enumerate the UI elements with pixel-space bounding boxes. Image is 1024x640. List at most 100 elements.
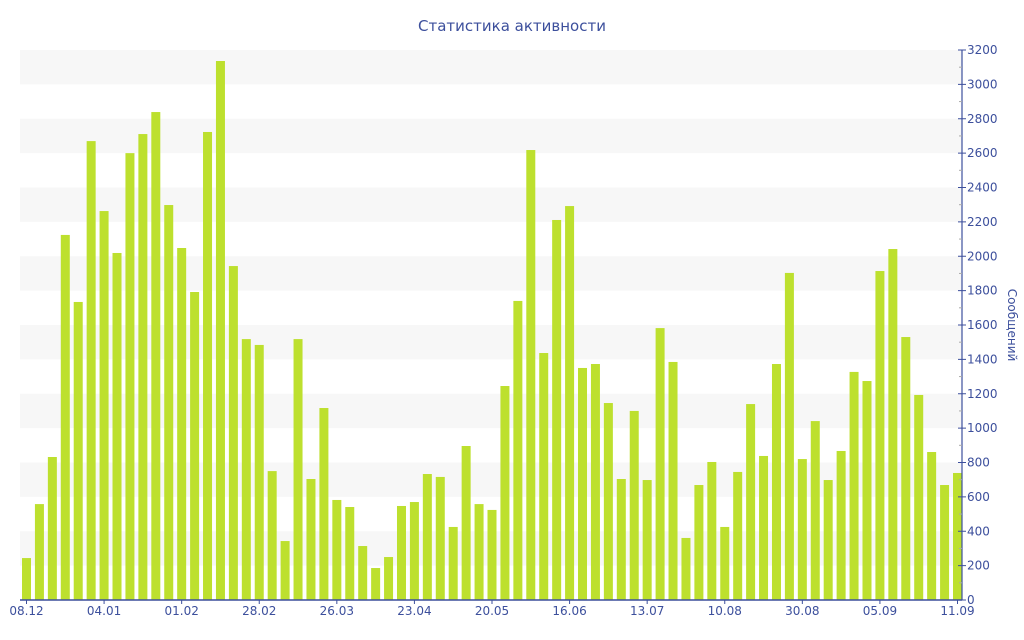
grid-bands <box>20 50 962 566</box>
bar <box>578 367 588 600</box>
bar <box>138 134 148 600</box>
y-tick-label: 3200 <box>967 43 998 57</box>
bar <box>371 568 381 600</box>
bar <box>552 219 562 600</box>
bar <box>474 504 484 600</box>
bar <box>759 455 769 600</box>
bar <box>513 300 523 600</box>
bar <box>241 339 251 600</box>
y-tick-label: 0 <box>967 593 975 607</box>
bar <box>112 252 122 600</box>
y-tick-label: 600 <box>967 490 990 504</box>
bar <box>590 364 600 600</box>
x-tick-label: 13.07 <box>630 604 664 618</box>
bar <box>190 292 200 600</box>
y-tick-label: 800 <box>967 456 990 470</box>
y-axis-label: Сообщений <box>1005 289 1019 362</box>
bar <box>73 301 83 600</box>
grid-band <box>20 50 962 85</box>
bar <box>203 131 213 600</box>
bar <box>849 371 859 600</box>
bar <box>22 558 31 600</box>
x-tick-label: 08.12 <box>9 604 43 618</box>
bar <box>461 446 471 600</box>
bar <box>616 479 626 600</box>
x-tick-label: 04.01 <box>87 604 121 618</box>
bar <box>681 537 691 600</box>
y-tick-label: 3000 <box>967 77 998 91</box>
bar <box>771 364 781 600</box>
bar <box>526 150 536 600</box>
bar <box>888 249 898 600</box>
bar <box>500 386 510 600</box>
bar <box>927 452 937 600</box>
y-tick-label: 2800 <box>967 112 998 126</box>
x-tick-label: 11.09 <box>940 604 974 618</box>
bar <box>396 505 406 600</box>
bar <box>784 272 794 600</box>
bar <box>797 459 807 600</box>
bar <box>151 112 161 600</box>
y-tick-label: 1600 <box>967 318 998 332</box>
bar <box>862 381 872 600</box>
bar <box>539 353 549 600</box>
bar <box>319 408 329 600</box>
y-tick-label: 1200 <box>967 387 998 401</box>
bar <box>422 474 432 600</box>
x-tick-label: 05.09 <box>863 604 897 618</box>
bar <box>875 271 885 600</box>
bar <box>280 541 290 600</box>
grid-band <box>20 325 962 360</box>
bar <box>655 328 665 600</box>
x-tick-label: 10.08 <box>708 604 742 618</box>
x-tick-label: 01.02 <box>164 604 198 618</box>
bar <box>267 471 277 600</box>
bar <box>901 337 911 600</box>
bar <box>409 502 419 600</box>
x-tick-label: 28.02 <box>242 604 276 618</box>
bar <box>720 526 730 600</box>
x-tick-label: 26.03 <box>320 604 354 618</box>
y-axis: 0 200 400 600 800 1000 1200 1400 1600 1800 2000 220… <box>958 43 998 607</box>
bar <box>34 504 44 600</box>
bar <box>125 153 135 600</box>
grid-band <box>20 462 962 497</box>
bar <box>694 485 704 600</box>
y-tick-label: 1400 <box>967 352 998 366</box>
bar <box>345 507 355 600</box>
x-tick-label: 30.08 <box>785 604 819 618</box>
bar <box>177 248 187 600</box>
bar <box>47 457 57 600</box>
bar <box>733 471 743 600</box>
y-tick-label: 2000 <box>967 249 998 263</box>
bar <box>164 205 174 600</box>
x-tick-label: 20.05 <box>475 604 509 618</box>
grid-band <box>20 118 962 154</box>
bar <box>565 206 575 600</box>
bar <box>215 61 225 600</box>
bar <box>642 480 652 600</box>
chart-title: Статистика активности <box>418 17 606 35</box>
x-tick-label: 23.04 <box>397 604 431 618</box>
bar <box>746 404 756 600</box>
x-tick-label: 16.06 <box>552 604 586 618</box>
bar <box>940 485 950 600</box>
y-tick-label: 2600 <box>967 146 998 160</box>
bar <box>823 480 833 600</box>
bar <box>448 526 458 600</box>
grid-band <box>20 187 962 222</box>
bar <box>487 509 497 600</box>
bar <box>810 421 820 600</box>
bar <box>707 461 717 600</box>
y-tick-label: 2400 <box>967 181 998 195</box>
grid-band <box>20 393 962 429</box>
bar <box>293 339 303 600</box>
y-tick-label: 200 <box>967 559 990 573</box>
y-tick-label: 1000 <box>967 421 998 435</box>
grid-band <box>20 256 962 291</box>
bar <box>384 557 394 600</box>
bar <box>306 479 316 600</box>
bar <box>603 403 613 600</box>
bar <box>332 499 342 600</box>
